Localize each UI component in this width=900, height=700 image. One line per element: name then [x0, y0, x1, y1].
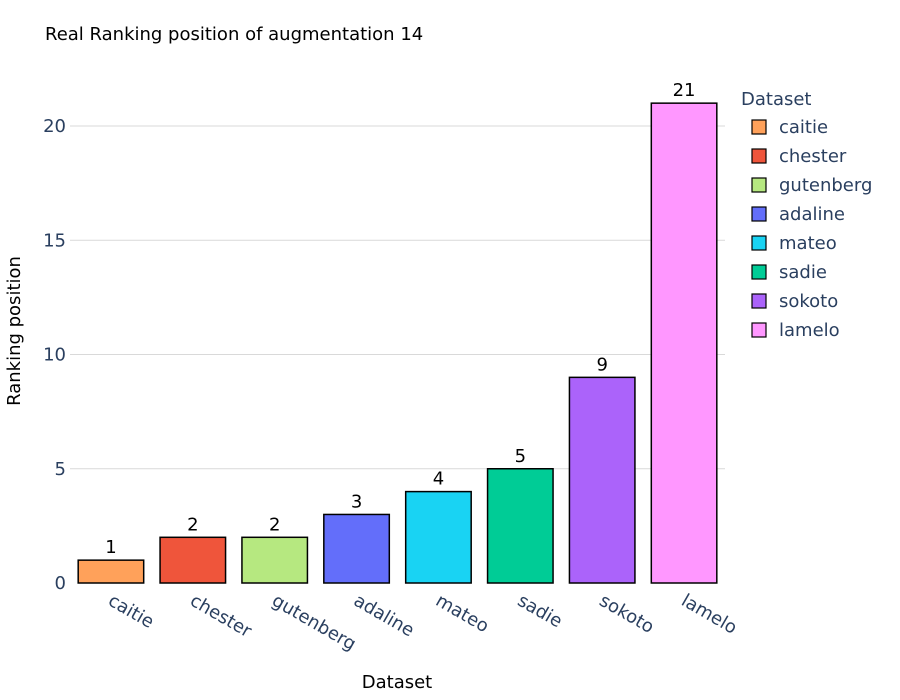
bar-value-label: 2: [187, 514, 198, 535]
y-tick-label: 20: [43, 116, 66, 137]
bar-adaline: [323, 513, 391, 584]
legend-item-label: sokoto: [779, 291, 838, 312]
bar-value-labels: 1 2 2 3 4 5 9 21: [105, 80, 695, 558]
bar-value-label: 1: [105, 537, 116, 558]
legend-swatch: [751, 293, 767, 309]
bar-value-label: 5: [515, 446, 526, 467]
bar-value-label: 4: [433, 469, 444, 490]
y-tick-label: 5: [55, 459, 66, 480]
bar-caitie: [77, 559, 145, 584]
bar-value-label: 2: [269, 514, 280, 535]
x-tick-label: mateo: [432, 590, 492, 637]
bars: [77, 102, 718, 584]
legend-item-label: caitie: [779, 117, 828, 138]
legend-title: Dataset: [741, 89, 812, 110]
y-axis-ticks: 0 5 10 15 20: [43, 116, 66, 594]
y-tick-label: 10: [43, 345, 66, 366]
y-tick-label: 15: [43, 230, 66, 251]
x-tick-label: caitie: [104, 590, 157, 633]
legend-item-label: sadie: [779, 262, 827, 283]
legend-swatch: [751, 177, 767, 193]
bar-value-label: 9: [596, 354, 607, 375]
bar-sadie: [486, 468, 554, 584]
x-tick-label: sokoto: [596, 590, 658, 638]
legend-swatch: [751, 206, 767, 222]
x-tick-label: adaline: [350, 590, 418, 641]
legend-swatch: [751, 119, 767, 135]
legend-item-label: adaline: [779, 204, 845, 225]
bar-sokoto: [568, 376, 636, 584]
bar-gutenberg: [241, 536, 309, 584]
legend-item-label: lamelo: [779, 320, 840, 341]
bar-value-label: 21: [673, 80, 696, 101]
legend-swatch: [751, 264, 767, 280]
legend-swatch: [751, 322, 767, 338]
chart-title: Real Ranking position of augmentation 14: [45, 24, 423, 45]
bar-lamelo: [650, 102, 718, 584]
y-axis-title: Ranking position: [4, 256, 25, 406]
bar-chester: [159, 536, 227, 584]
bar-mateo: [404, 490, 472, 584]
y-tick-label: 0: [55, 573, 66, 594]
x-tick-label: lamelo: [678, 590, 741, 639]
x-tick-label: chester: [186, 590, 255, 642]
x-tick-label: gutenberg: [268, 590, 359, 655]
legend: Dataset caitie chester gutenberg adaline mat…: [741, 89, 872, 341]
x-tick-label: sadie: [514, 590, 566, 632]
x-axis-title: Dataset: [362, 672, 433, 693]
legend-item-label: gutenberg: [779, 175, 872, 196]
legend-items: caitie chester gutenberg adaline mateo sadie s…: [751, 117, 872, 341]
legend-swatch: [751, 148, 767, 164]
legend-item-label: mateo: [779, 233, 837, 254]
legend-item-label: chester: [779, 146, 847, 167]
bar-value-label: 3: [351, 491, 362, 512]
legend-swatch: [751, 235, 767, 251]
